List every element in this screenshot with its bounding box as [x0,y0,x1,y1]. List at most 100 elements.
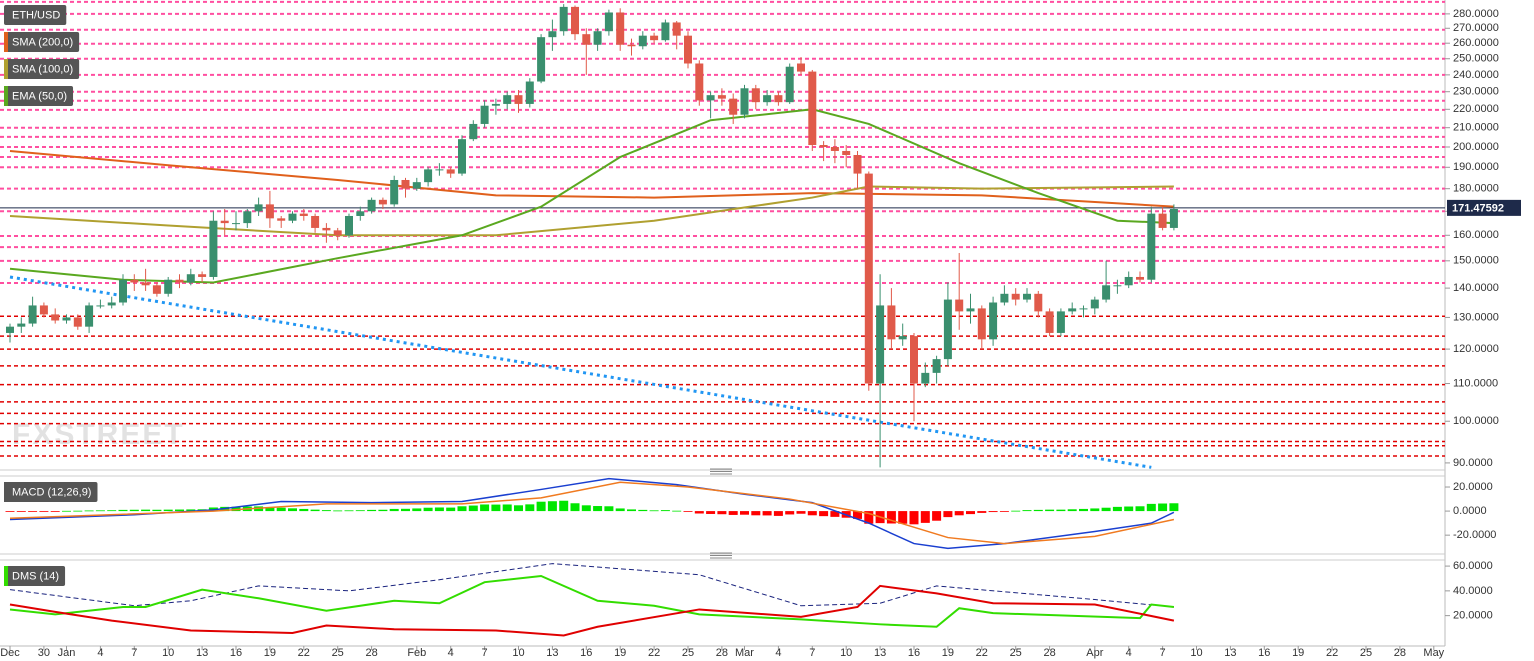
candle-body [1113,285,1122,287]
candle-body [729,98,738,115]
histogram-bar [491,504,501,512]
histogram-bar [672,510,682,512]
histogram-bar [446,507,456,512]
histogram-bar [932,511,942,521]
histogram-bar [310,509,320,512]
candle-body [910,336,918,384]
candle-body [85,305,94,327]
x-tick-label: 28 [716,647,728,659]
x-tick-label: 22 [648,647,660,659]
candle-body [141,282,150,286]
x-tick-label: 28 [365,647,377,659]
candle-body [458,139,466,174]
candle-body [650,35,659,41]
histogram-bar [909,511,919,525]
histogram-bar [683,511,693,512]
histogram-bar [389,508,399,512]
candle-body [616,12,625,45]
candle-body [774,95,783,103]
y-tick-label: 270.0000 [1453,22,1499,34]
candle-body [130,279,139,283]
candle-body [943,299,952,360]
histogram-bar [728,511,738,515]
x-tick-label: 4 [448,647,454,659]
candle-body [401,179,410,189]
x-tick-label: Mar [735,647,754,659]
x-tick-label: 4 [775,647,781,659]
histogram-bar [1033,509,1043,512]
histogram-bar [570,503,580,512]
candle-body [175,279,184,283]
legend-swatch [4,566,8,586]
x-tick-label: 19 [1292,647,1304,659]
candle-body [1045,311,1054,333]
y-tick-label: 90.0000 [1453,457,1493,469]
histogram-bar [423,507,433,512]
x-tick-label: 10 [162,647,174,659]
histogram-bar [186,509,196,512]
histogram-bar [966,511,975,515]
histogram-bar [830,511,840,517]
candle-body [469,123,478,140]
histogram-bar [1056,509,1066,512]
histogram-bar [785,511,795,515]
candle-body [209,220,218,277]
x-tick-label: 16 [580,647,592,659]
histogram-bar [5,511,15,512]
y-tick-label: 0.0000 [1453,505,1487,517]
y-tick-label: 40.0000 [1453,585,1493,597]
histogram-bar [762,511,772,516]
histogram-bar [717,511,727,515]
x-tick-label: 13 [1224,647,1236,659]
candle-body [582,34,591,45]
legend-item: SMA (200,0) [4,32,80,52]
x-tick-label: Feb [407,647,426,659]
histogram-bar [321,510,331,512]
x-tick-label: May [1423,647,1444,659]
y-tick-label: 20.0000 [1453,481,1493,493]
histogram-bar [999,511,1009,512]
legend-label: ETH/USD [12,9,60,21]
x-tick-label: 19 [942,647,954,659]
histogram-bar [480,504,490,512]
candle-body [107,302,116,306]
candle-body [186,274,195,283]
legend-box [4,566,66,586]
indicator-line [9,149,1174,208]
candle-body [932,359,941,373]
candle-body [378,199,387,205]
legend-swatch [4,32,8,52]
candle-body [1147,213,1156,280]
indicator-line [9,574,1175,628]
y-tick-label: 20.0000 [1453,610,1493,622]
histogram-bar [694,511,704,514]
candle-body [1023,293,1031,300]
candle-body [1124,276,1133,286]
y-tick-label: 240.0000 [1453,69,1499,81]
legend-label: MACD (12,26,9) [12,486,91,498]
candle-body [627,44,636,47]
x-tick-label: 25 [332,647,344,659]
histogram-bar [1135,506,1145,512]
candle-body [1034,293,1043,312]
histogram-bar [163,509,173,512]
candle-body [39,305,48,315]
candle-body [808,71,817,146]
candle-body [695,63,704,101]
histogram-bar [943,511,953,518]
panel-handle [710,468,732,559]
x-tick-label: 25 [1360,647,1372,659]
histogram-bar [525,504,535,512]
histogram-bar [649,510,659,512]
candle-body [887,305,896,340]
indicator-line [9,584,1175,637]
histogram-bar [129,509,139,512]
candle-body [1011,293,1020,300]
histogram-bar [615,508,625,512]
candle-body [232,223,240,225]
y-tick-label: 110.0000 [1453,377,1498,389]
candle-body [1000,293,1009,303]
y-tick-label: 260.0000 [1453,37,1499,49]
candle-body [604,12,613,32]
candle-body [898,336,907,340]
